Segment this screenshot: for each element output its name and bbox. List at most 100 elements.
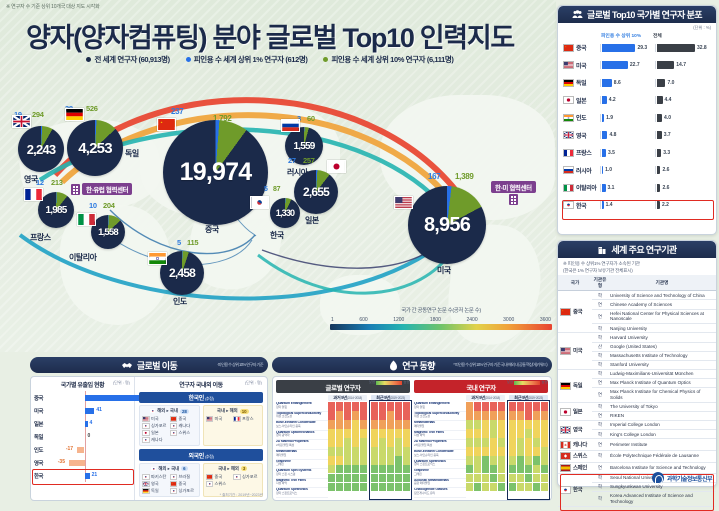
netflow-label: 영국 (34, 459, 56, 467)
cn-top1-value: 237 (171, 107, 183, 116)
us-top10-value: 1,389 (455, 172, 474, 181)
country-bubble-it[interactable]: 10 204 1,558 이탈리아 (91, 215, 125, 249)
institute-name: Sungkyunkwan University (608, 483, 716, 492)
heatmap-cell (336, 420, 343, 429)
heatmap-cell (517, 438, 524, 447)
row-country-label: 일본 (563, 96, 600, 105)
heatmap-cell (490, 456, 497, 465)
heatmap-cell (509, 456, 516, 465)
country-bubble-jp[interactable]: 27 257 2,655 일본 (294, 170, 338, 214)
heatmap-cell (482, 456, 489, 465)
institute-country: 스위스 (558, 450, 592, 462)
institute-name: Perimeter Institute (608, 439, 716, 451)
institute-name: The University of Tokyo (608, 402, 716, 411)
flag-kr-icon (250, 196, 269, 209)
heatmap-cell (525, 420, 532, 429)
panel-global-mobility: 글로벌 이동 · 피인용 수 상위 10% 연구자 기준 국가별 유출입 현황 … (30, 357, 268, 503)
heatmap-cell (344, 456, 351, 465)
coop-center-korea-europe[interactable]: 한-유럽 협력센터 (71, 183, 132, 195)
row-country-label: 러시아 (563, 166, 600, 175)
heatmap-cell (525, 438, 532, 447)
institute-name: Max Planck Institute for Chemical Physic… (608, 388, 716, 403)
heatmap-cell (541, 456, 549, 465)
heatmap-cell (541, 402, 549, 411)
institute-type: 연 (592, 439, 608, 451)
heatmap-cell (352, 411, 359, 420)
jp-total-value: 2,655 (294, 170, 338, 214)
us-top1-value: 167 (428, 172, 440, 181)
institute-icon (597, 245, 607, 255)
heatmap-cell (498, 402, 506, 411)
coop-center-korea-us[interactable]: 한-미 협력센터 (491, 181, 536, 205)
movement-country: 영국 (142, 481, 167, 487)
flag-de-icon (65, 108, 84, 121)
heatmap-cell (541, 447, 549, 456)
country-bubble-us[interactable]: 167 1,389 8,956 미국 (408, 186, 486, 264)
heatmap-cell (387, 429, 394, 438)
heatmap-cell (490, 429, 497, 438)
heatmap-cell (498, 438, 506, 447)
inst-col-country: 국가 (558, 275, 592, 291)
heatmap-cell (466, 429, 473, 438)
heatmap-cell (328, 402, 335, 411)
heatmap-cell (328, 456, 335, 465)
country-bubble-uk[interactable]: 19 294 2,243 영국 (18, 126, 64, 172)
movement-country: 싱가포르 (142, 423, 167, 429)
colorbar-ticks: 1 600 1200 1800 2400 3000 3600 (330, 317, 552, 323)
movement-country: 싱가포르 (233, 474, 258, 480)
heatmap-cell (482, 483, 489, 492)
country-bubble-in[interactable]: 5 115 2,458 인도 (160, 251, 204, 295)
heatmap-cell (533, 411, 540, 420)
heatmap-cell (387, 402, 394, 411)
institute-country: 미국 (558, 333, 592, 369)
country-bubble-de[interactable]: 38 526 4,253 독일 (67, 120, 123, 176)
movement-country: 캐나다 (142, 437, 167, 443)
cn-total-value: 19,974 (163, 120, 268, 225)
jp-top10-value: 257 (303, 156, 315, 165)
netflow-label: 미국 (34, 407, 56, 415)
heatmap-cell (395, 438, 402, 447)
institute-type: 학 (592, 402, 608, 411)
heatmap-cell (509, 420, 516, 429)
heatmap-cell (387, 474, 394, 483)
fr-total-value: 1,985 (38, 192, 74, 228)
jp-top1-value: 27 (288, 156, 296, 165)
institute-type: 연 (592, 462, 608, 474)
heatmap-cell (517, 474, 524, 483)
institute-country: 중국 (558, 291, 592, 333)
movement-country: 캐나다 (170, 423, 195, 429)
heatmap-cell (395, 474, 402, 483)
heatmap-cell (498, 411, 506, 420)
heatmap-cell (474, 411, 481, 420)
heatmap-cell (360, 402, 368, 411)
ministry-name: 과학기술정보통신부 (667, 474, 712, 483)
us-label: 미국 (437, 265, 451, 276)
heatmap-cell (482, 402, 489, 411)
row-country-label: 이탈리아 (563, 183, 600, 192)
institute-country: 스페인 (558, 462, 592, 474)
country-bubble-cn[interactable]: 237 1,792 19,974 중국 (163, 120, 268, 225)
institute-name: Hefei National Center for Physical Scien… (608, 309, 716, 324)
flag-ru-icon (281, 119, 300, 132)
heatmap-cell (328, 411, 335, 420)
heatmap-cell (387, 411, 394, 420)
heatmap-cell (541, 411, 549, 420)
heatmap-cell (533, 429, 540, 438)
country-bubble-fr[interactable]: 12 213 1,985 프랑스 (38, 192, 74, 228)
institute-type: 학 (592, 360, 608, 369)
institute-name: Imperial College London (608, 421, 716, 430)
heatmap-cell (328, 483, 335, 492)
flag-us-icon (394, 196, 413, 209)
